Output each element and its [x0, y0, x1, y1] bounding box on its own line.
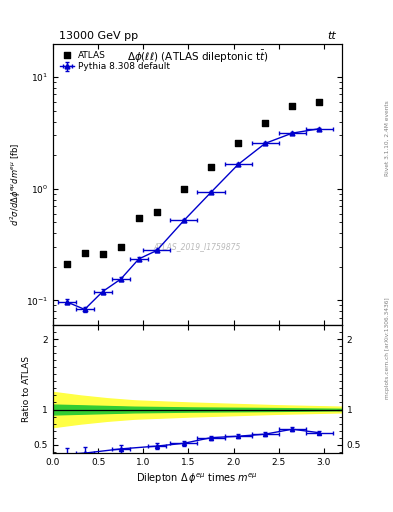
- Text: ATLAS_2019_I1759875: ATLAS_2019_I1759875: [154, 242, 241, 251]
- ATLAS: [235, 139, 241, 147]
- ATLAS: [99, 250, 106, 258]
- Text: mcplots.cern.ch [arXiv:1306.3436]: mcplots.cern.ch [arXiv:1306.3436]: [385, 297, 390, 399]
- ATLAS: [154, 208, 160, 216]
- ATLAS: [81, 249, 88, 257]
- Text: Rivet 3.1.10, 2.4M events: Rivet 3.1.10, 2.4M events: [385, 100, 390, 176]
- Y-axis label: Ratio to ATLAS: Ratio to ATLAS: [22, 356, 31, 422]
- Y-axis label: $d^2\sigma/d\Delta\phi^{e\mu}dm^{e\mu}$ [fb]: $d^2\sigma/d\Delta\phi^{e\mu}dm^{e\mu}$ …: [9, 143, 23, 226]
- ATLAS: [262, 119, 268, 127]
- Text: tt: tt: [327, 31, 336, 41]
- ATLAS: [118, 243, 124, 251]
- Text: $\Delta\phi(\ell\ell)$ (ATLAS dileptonic t$\bar{t}$): $\Delta\phi(\ell\ell)$ (ATLAS dileptonic…: [127, 49, 268, 65]
- ATLAS: [136, 214, 142, 222]
- Text: 13000 GeV pp: 13000 GeV pp: [59, 31, 138, 41]
- Legend: ATLAS, Pythia 8.308 default: ATLAS, Pythia 8.308 default: [57, 48, 173, 74]
- ATLAS: [289, 102, 296, 110]
- ATLAS: [181, 185, 187, 193]
- ATLAS: [208, 163, 214, 172]
- X-axis label: Dilepton $\Delta\,\phi^{e\mu}$ times $m^{e\mu}$: Dilepton $\Delta\,\phi^{e\mu}$ times $m^…: [136, 471, 259, 485]
- ATLAS: [316, 98, 323, 106]
- ATLAS: [63, 260, 70, 268]
